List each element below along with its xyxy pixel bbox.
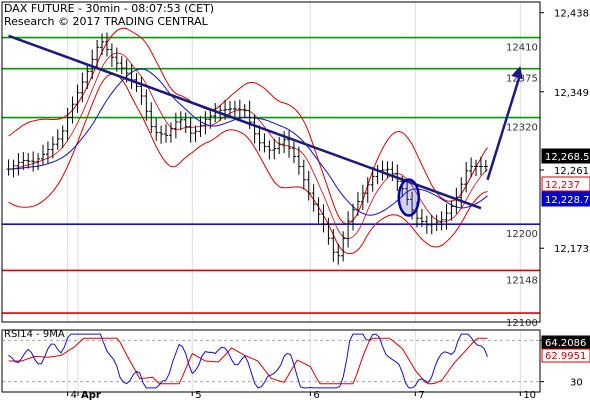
chart-annotations (8, 34, 523, 217)
rsi-value-box (541, 348, 590, 363)
level-label: 12100 (506, 318, 538, 329)
bollinger-bands (8, 27, 488, 255)
main-plot-frame (1, 1, 541, 323)
price-box-label: 12,237 (545, 180, 580, 191)
chart-title: DAX FUTURE - 30min - 08:07:53 (CET) (4, 2, 214, 15)
forecast-arrow-head (511, 66, 523, 80)
level-label: 12320 (506, 123, 538, 134)
price-box (541, 176, 590, 192)
y-tick-label: 12,173 (554, 244, 589, 255)
lower-band (8, 73, 488, 255)
level-label: 12375 (506, 74, 538, 85)
level-label: 12148 (506, 275, 538, 286)
rsi-tick-label: 30 (570, 378, 583, 389)
rsi-ma-line (8, 337, 488, 385)
price-box-label: 12,268.5 (545, 152, 590, 163)
rsi-title: RSI14 - 9MA (4, 329, 65, 340)
x-tick-label: 6 (313, 390, 319, 400)
trendline (8, 34, 482, 210)
price-box (541, 191, 590, 207)
highlight-ellipse (397, 178, 421, 217)
x-tick-label: 4 (71, 390, 77, 400)
level-label: 12200 (506, 229, 538, 240)
rsi-value-label: 62.9951 (545, 351, 586, 362)
x-tick-label: 7 (418, 390, 424, 400)
x-tick-label: 5 (195, 390, 201, 400)
price-box-label: 12,228.7 (545, 195, 590, 206)
rsi-plot-frame (1, 329, 541, 393)
x-tick-label: Apr (81, 390, 101, 400)
price-bars (6, 32, 488, 265)
rsi-panel (2, 333, 540, 389)
price-box (541, 148, 590, 164)
forecast-arrow (486, 73, 522, 181)
chart-subtitle: Research © 2017 TRADING CENTRAL (4, 15, 209, 28)
y-tick-label: 12,438 (554, 9, 589, 20)
moving-average (8, 68, 488, 216)
rsi-line (8, 333, 488, 389)
y-tick-label: 12,349 (554, 88, 589, 99)
x-tick-label: 10 (523, 390, 536, 400)
level-label: 12410 (506, 43, 538, 54)
horizontal-levels: 12410 12375 12320 12200 12148 12100 (2, 36, 540, 329)
rsi-value-label: 64.2086 (545, 338, 586, 349)
upper-band (8, 27, 488, 225)
y-tick-label: 12,261 (554, 166, 589, 177)
